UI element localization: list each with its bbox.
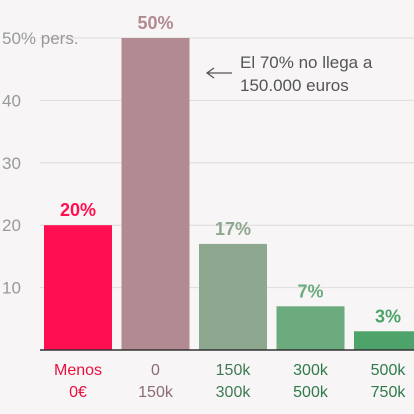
category-label-line-1: 150k bbox=[216, 362, 252, 379]
bar bbox=[354, 331, 414, 350]
bar bbox=[276, 306, 345, 350]
category-label-line-2: 300k bbox=[216, 384, 252, 401]
category-label-line-2: 150k bbox=[138, 384, 174, 401]
category-label-line-2: 750k bbox=[371, 384, 407, 401]
bar-value-label: 20% bbox=[60, 200, 96, 220]
bar-value-label: 50% bbox=[137, 13, 173, 33]
y-axis-tick-labels: 10 20 30 40 50% pers. bbox=[2, 29, 79, 298]
category-labels: Menos 0€ 0 150k 150k 300k 300k 500k 500k 750k bbox=[54, 362, 406, 401]
value-labels: 20% 50% 17% 7% 3% bbox=[60, 13, 401, 326]
annotation-line-2: 150.000 euros bbox=[240, 76, 349, 95]
bar-value-label: 7% bbox=[297, 281, 323, 301]
annotation-line-1: El 70% no llega a bbox=[240, 53, 373, 72]
category-label-line-2: 0€ bbox=[69, 384, 87, 401]
y-tick-label: 20 bbox=[2, 216, 21, 235]
bar-value-label: 3% bbox=[375, 306, 401, 326]
annotation-arrow bbox=[205, 67, 232, 79]
category-label-line-1: 0 bbox=[151, 362, 160, 379]
bar-value-label: 17% bbox=[215, 219, 251, 239]
bar bbox=[44, 225, 112, 350]
y-tick-label: 50% pers. bbox=[2, 29, 79, 48]
bars bbox=[44, 38, 414, 350]
category-label-line-1: 300k bbox=[293, 362, 329, 379]
bar bbox=[199, 243, 267, 350]
bar bbox=[121, 38, 190, 350]
annotation: El 70% no llega a 150.000 euros bbox=[205, 53, 373, 95]
category-label-line-2: 500k bbox=[293, 384, 329, 401]
y-tick-label: 10 bbox=[2, 279, 21, 298]
y-tick-label: 40 bbox=[2, 91, 21, 110]
category-label-line-1: 500k bbox=[371, 362, 407, 379]
y-tick-label: 30 bbox=[2, 154, 21, 173]
category-label-line-1: Menos bbox=[54, 362, 102, 379]
